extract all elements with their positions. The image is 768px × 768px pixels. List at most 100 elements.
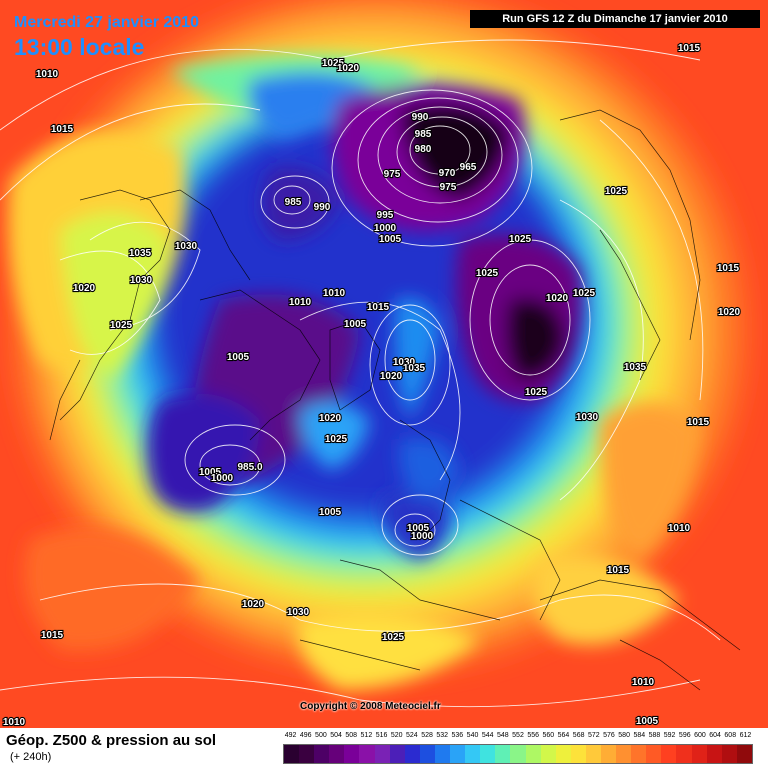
copyright: Copyright © 2008 Meteociel.fr xyxy=(300,701,441,712)
scale-swatch xyxy=(676,745,692,763)
forecast-date: Mercredi 27 janvier 2010 xyxy=(14,14,200,31)
map-title: Géop. Z500 & pression au sol xyxy=(6,732,217,749)
scale-swatch xyxy=(540,745,556,763)
geopotential-details xyxy=(8,55,700,690)
scale-swatch xyxy=(404,745,420,763)
pressure-label: 1010 xyxy=(668,523,691,534)
pressure-label: 1025 xyxy=(476,268,499,279)
pressure-label: 1005 xyxy=(227,352,250,363)
scale-label: 604 xyxy=(709,732,721,739)
pressure-label: 1025 xyxy=(605,186,628,197)
scale-label: 560 xyxy=(542,732,555,739)
pressure-label: 1025 xyxy=(382,632,405,643)
pressure-label: 1020 xyxy=(718,307,741,318)
run-info: Run GFS 12 Z du Dimanche 17 janvier 2010 xyxy=(470,10,760,28)
pressure-label: 1030 xyxy=(287,607,310,618)
scale-label: 564 xyxy=(557,732,570,739)
pressure-label: 1015 xyxy=(41,630,64,641)
pressure-label: 995 xyxy=(377,210,394,221)
scale-label: 512 xyxy=(360,732,373,739)
pressure-label: 1030 xyxy=(130,275,153,286)
pressure-label: 1015 xyxy=(687,417,710,428)
scale-swatch xyxy=(419,745,435,763)
pressure-label: 1005 xyxy=(636,716,659,727)
scale-label: 536 xyxy=(451,732,464,739)
color-scale: 492 496 500 504 508 512 516 520 524 528 532 536 540 5… xyxy=(283,732,753,766)
scale-swatch xyxy=(510,745,526,763)
pressure-label: 1000 xyxy=(211,473,234,484)
legend-footer: Géop. Z500 & pression au sol (+ 240h) 49… xyxy=(0,728,768,768)
scale-label: 540 xyxy=(466,732,479,739)
pressure-label: 1030 xyxy=(393,357,416,368)
scale-swatch xyxy=(450,745,466,763)
pressure-label: 1000 xyxy=(374,223,397,234)
scale-swatch xyxy=(706,745,722,763)
pressure-label: 985.0 xyxy=(237,462,262,473)
scale-label: 532 xyxy=(436,732,449,739)
scale-label: 528 xyxy=(421,732,433,739)
isobars xyxy=(0,39,721,708)
pressure-label: 1015 xyxy=(51,124,74,135)
pressure-label: 1010 xyxy=(36,69,59,80)
pressure-label: 1005 xyxy=(344,319,367,330)
pressure-label: 1025 xyxy=(110,320,133,331)
scale-swatch xyxy=(344,745,360,763)
scale-swatch xyxy=(585,745,601,763)
pressure-label: 1030 xyxy=(175,241,198,252)
scale-label: 524 xyxy=(406,732,418,739)
scale-swatch xyxy=(434,745,451,763)
scale-swatch xyxy=(616,745,632,763)
scale-label: 504 xyxy=(330,732,342,739)
pressure-label: 1005 xyxy=(319,507,342,518)
scale-label: 568 xyxy=(572,732,585,739)
pressure-label: 980 xyxy=(415,144,432,155)
pressure-label: 1005 xyxy=(407,523,430,534)
scale-label: 608 xyxy=(724,732,737,739)
color-scale-labels: 492 496 500 504 508 512 516 520 524 528 532 536 540 5… xyxy=(283,732,753,744)
scale-label: 544 xyxy=(481,732,494,739)
pressure-label: 975 xyxy=(440,182,457,193)
pressure-label: 1005 xyxy=(379,234,402,245)
scale-label: 592 xyxy=(663,732,676,739)
pressure-label: 1025 xyxy=(573,288,596,299)
pressure-label: 1015 xyxy=(678,43,701,54)
scale-swatch xyxy=(374,745,390,763)
pressure-label: 1020 xyxy=(380,371,403,382)
pressure-label: 1015 xyxy=(717,263,740,274)
pressure-label: 1025 xyxy=(322,58,345,69)
scale-swatch xyxy=(691,745,707,763)
scale-swatch xyxy=(495,745,511,763)
pressure-label: 990 xyxy=(412,112,429,123)
pressure-label: 985 xyxy=(285,197,302,208)
pressure-label: 1035 xyxy=(624,362,647,373)
map-subtitle: (+ 240h) xyxy=(10,751,52,763)
pressure-label: 1025 xyxy=(509,234,532,245)
pressure-label: 1000 xyxy=(411,531,434,542)
pressure-label: 1020 xyxy=(319,413,342,424)
scale-swatch xyxy=(570,745,586,763)
scale-swatch xyxy=(329,745,345,763)
scale-label: 588 xyxy=(648,732,661,739)
pressure-label: 1025 xyxy=(525,387,548,398)
scale-swatch xyxy=(736,745,752,763)
scale-label: 596 xyxy=(678,732,691,739)
scale-label: 548 xyxy=(496,732,509,739)
scale-swatch xyxy=(525,745,541,763)
pressure-label: 990 xyxy=(314,202,331,213)
scale-swatch xyxy=(631,745,647,763)
scale-label: 580 xyxy=(618,732,630,739)
pressure-label: 1035 xyxy=(403,363,426,374)
scale-swatch xyxy=(389,745,405,763)
pressure-label: 1020 xyxy=(242,599,265,610)
pressure-label: 1010 xyxy=(632,677,655,688)
pressure-label: 1005 xyxy=(199,467,222,478)
color-scale-bar xyxy=(283,744,753,764)
scale-swatch xyxy=(465,745,481,763)
scale-label: 584 xyxy=(633,732,646,739)
scale-label: 492 xyxy=(284,732,297,739)
scale-label: 500 xyxy=(315,732,327,739)
forecast-time: 13:00 locale xyxy=(14,34,145,60)
scale-swatch xyxy=(314,745,330,763)
